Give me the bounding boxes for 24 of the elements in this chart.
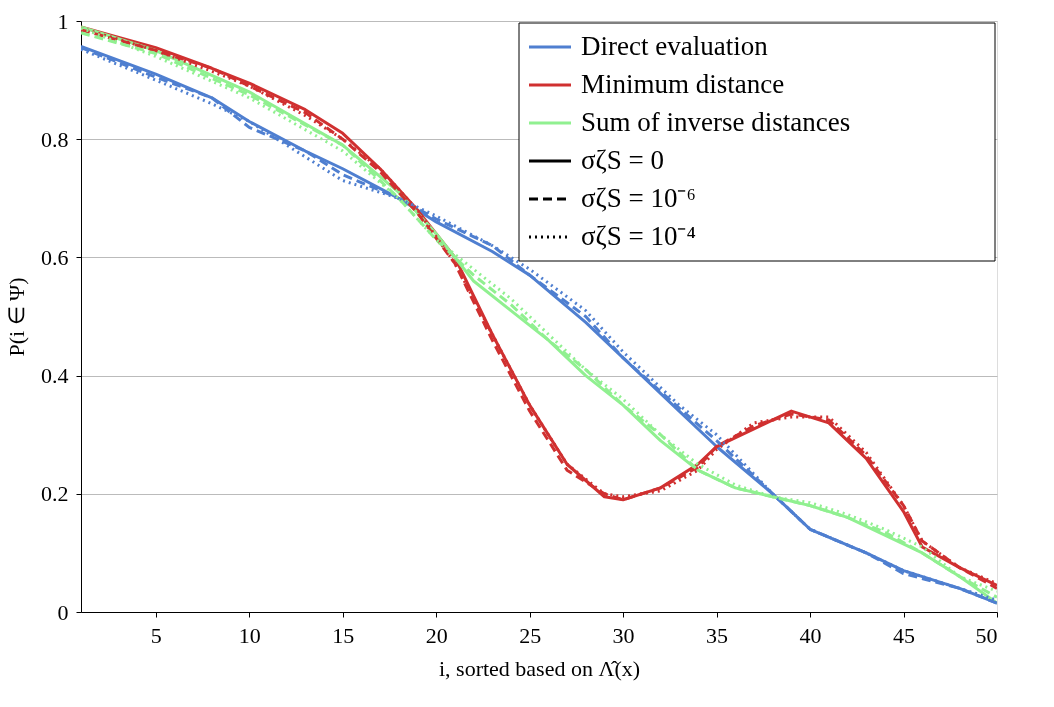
legend-label: Direct evaluation xyxy=(581,31,769,61)
x-tick-label: 40 xyxy=(799,622,822,648)
x-tick-label: 50 xyxy=(975,622,998,648)
y-tick-label: 0 xyxy=(57,599,69,625)
x-tick-label: 15 xyxy=(332,622,355,648)
y-tick-label: 0.4 xyxy=(41,363,69,389)
x-tick-label: 30 xyxy=(612,622,635,648)
legend-label: Minimum distance xyxy=(581,69,785,99)
y-axis-title: P(i ∈ Ψ) xyxy=(4,277,29,357)
x-tick-label: 25 xyxy=(519,622,542,648)
x-tick-label: 5 xyxy=(150,622,162,648)
x-tick-label: 10 xyxy=(238,622,261,648)
annotation: σζS = 10⁻⁴ xyxy=(581,221,696,251)
annotation: σζS = 0 xyxy=(581,145,664,175)
x-axis-title: i, sorted based on Λ̂(x) xyxy=(438,655,641,681)
y-tick-label: 0.6 xyxy=(41,244,69,270)
x-tick-label: 20 xyxy=(425,622,448,648)
x-tick-label: 45 xyxy=(893,622,916,648)
y-tick-label: 1 xyxy=(57,8,69,34)
x-tick-label: 35 xyxy=(706,622,729,648)
y-tick-label: 0.8 xyxy=(41,126,69,152)
y-tick-label: 0.2 xyxy=(41,481,69,507)
legend-label: Sum of inverse distances xyxy=(581,107,851,137)
annotation: σζS = 10⁻⁶ xyxy=(581,183,696,213)
